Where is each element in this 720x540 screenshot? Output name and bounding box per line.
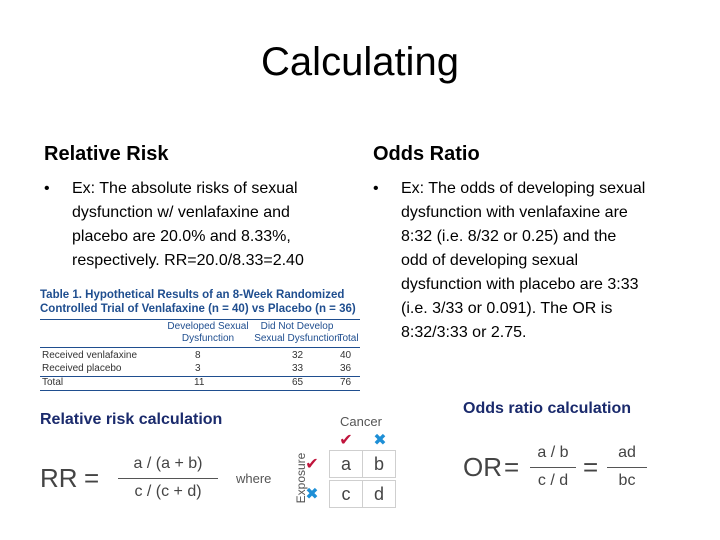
row-label: Received venlafaxine <box>42 350 138 361</box>
col-header-line: Developed Sexual <box>167 321 249 332</box>
odds-ratio-heading: Odds Ratio <box>373 143 480 165</box>
cell-a: 11 <box>194 377 205 388</box>
table-title-line: Controlled Trial of Venlafaxine (n = 40)… <box>40 303 356 315</box>
or-num2: ad <box>618 444 636 461</box>
row-label: Received placebo <box>42 363 122 374</box>
cell-b: 65 <box>292 377 304 388</box>
col-header-developed: Developed Sexual Dysfunction <box>158 321 258 345</box>
bullet-line: Ex: The odds of developing sexual <box>401 180 646 197</box>
cell-b: 33 <box>292 363 304 374</box>
grid-cell-b: b <box>362 450 396 478</box>
cancer-label: Cancer <box>340 414 382 429</box>
cell-a: 3 <box>195 363 201 374</box>
or-lhs: OR <box>463 452 502 482</box>
where-label: where <box>236 471 272 486</box>
bullet-line: dysfunction w/ venlafaxine and <box>72 204 290 221</box>
bullet-line: placebo are 20.0% and 8.33%, <box>72 228 291 245</box>
col-header-not-developed: Did Not Develop Sexual Dysfunction <box>252 321 342 345</box>
table-rule <box>40 376 360 377</box>
rr-calc-heading: Relative risk calculation <box>40 411 223 428</box>
rr-lhs: RR <box>40 463 78 493</box>
cell-total: 40 <box>340 350 352 361</box>
odds-ratio-bullet: • Ex: The odds of developing sexual dysf… <box>373 177 703 347</box>
bullet-icon: • <box>373 180 379 197</box>
rr-numerator: a / (a + b) <box>133 455 203 472</box>
bullet-line: (i.e. 3/33 or 0.091). The OR is <box>401 300 613 317</box>
table-rule <box>40 347 360 348</box>
bullet-line: respectively. RR=20.0/8.33=2.40 <box>72 252 304 269</box>
bullet-icon: • <box>44 180 50 197</box>
rr-denominator: c / (c + d) <box>134 483 202 500</box>
row-label: Total <box>42 377 64 388</box>
table-title: Table 1. Hypothetical Results of an 8-We… <box>40 288 360 316</box>
or-calc-heading: Odds ratio calculation <box>463 400 632 417</box>
or-den1: c / d <box>537 472 569 489</box>
bullet-line: dysfunction with placebo are 3:33 <box>401 276 639 293</box>
col-header-line: Sexual Dysfunction <box>254 333 340 344</box>
table-rule <box>40 390 360 391</box>
bullet-line: Ex: The absolute risks of sexual <box>72 180 298 197</box>
or-fraction-line <box>607 467 647 469</box>
col-header-total: Total <box>337 333 359 344</box>
slide-title: Calculating <box>261 40 459 84</box>
check-icon: ✔ <box>339 432 353 449</box>
rr-fraction-line <box>118 478 218 480</box>
or-equals-2: = <box>583 452 599 482</box>
col-header-line: Did Not Develop <box>260 321 334 332</box>
or-equals: = <box>504 452 520 482</box>
cell-a: 8 <box>195 350 201 361</box>
grid-cell-c: c <box>329 480 363 508</box>
grid-cell-d: d <box>362 480 396 508</box>
table-rule <box>40 319 360 320</box>
bullet-line: 8:32/3:33 or 2.75. <box>401 324 527 341</box>
bullet-line: 8:32 (i.e. 8/32 or 0.25) and the <box>401 228 617 245</box>
bullet-line: dysfunction with venlafaxine are <box>401 204 628 221</box>
or-num1: a / b <box>537 444 569 461</box>
table-title-line: Table 1. Hypothetical Results of an 8-We… <box>40 289 345 301</box>
cross-icon: ✖ <box>305 486 319 503</box>
bullet-line: odd of developing sexual <box>401 252 579 269</box>
cross-icon: ✖ <box>373 432 387 449</box>
results-table: Table 1. Hypothetical Results of an 8-We… <box>40 288 360 392</box>
cell-b: 32 <box>292 350 304 361</box>
or-den2: bc <box>618 472 636 489</box>
check-icon: ✔ <box>305 456 319 473</box>
cell-total: 36 <box>340 363 352 374</box>
rr-equals: = <box>84 463 100 493</box>
relative-risk-bullet: • Ex: The absolute risks of sexual dysfu… <box>44 177 364 277</box>
relative-risk-heading: Relative Risk <box>44 143 169 165</box>
or-fraction-line <box>530 467 576 469</box>
cell-total: 76 <box>340 377 352 388</box>
col-header-line: Dysfunction <box>181 333 235 344</box>
grid-cell-a: a <box>329 450 363 478</box>
